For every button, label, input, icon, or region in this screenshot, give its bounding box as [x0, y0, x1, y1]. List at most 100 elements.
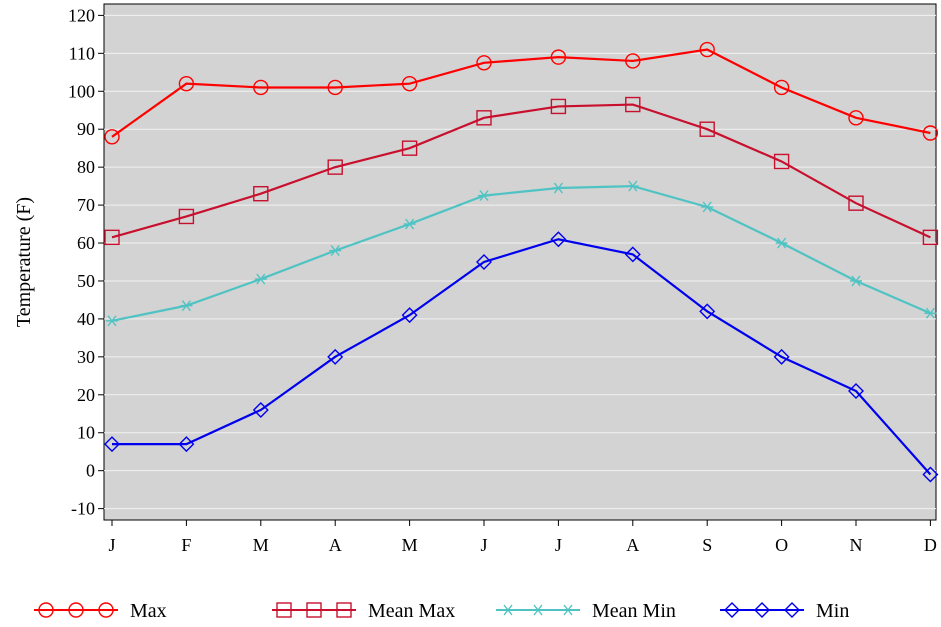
data-point	[401, 75, 418, 92]
data-point	[253, 79, 269, 96]
data-point	[478, 190, 490, 202]
y-tick-label: 10	[77, 423, 95, 443]
x-tick-label: J	[108, 535, 115, 555]
y-tick-label: 80	[77, 157, 95, 177]
data-point	[922, 229, 939, 246]
y-tick-label: 30	[77, 347, 95, 367]
legend-marker	[276, 602, 292, 618]
data-point	[922, 125, 939, 141]
legend-item: Min	[720, 600, 849, 622]
data-point	[773, 153, 790, 170]
x-tick-label: F	[181, 535, 191, 555]
data-point	[848, 110, 864, 126]
data-point	[327, 79, 343, 96]
data-point	[104, 229, 120, 246]
data-point	[178, 75, 195, 92]
y-tick-label: 100	[68, 81, 95, 101]
legend-marker	[502, 604, 514, 616]
data-point	[550, 49, 567, 65]
data-point	[550, 98, 567, 115]
data-point	[625, 53, 641, 69]
data-point	[699, 121, 715, 137]
data-point	[178, 436, 195, 453]
series-line	[112, 238, 932, 476]
data-point	[701, 201, 714, 213]
series-line	[111, 103, 931, 239]
legend-marker	[562, 604, 574, 616]
y-tick-label: 20	[77, 385, 95, 405]
data-point	[773, 79, 790, 96]
data-point	[552, 182, 565, 194]
data-point	[624, 246, 641, 263]
data-point	[254, 273, 267, 285]
data-point	[327, 348, 344, 365]
series-mean-min	[106, 180, 937, 327]
y-tick-label: 90	[77, 119, 95, 139]
y-axis-title: Temperature (F)	[13, 197, 35, 327]
series-min	[104, 231, 939, 483]
data-point	[775, 237, 788, 249]
data-point	[327, 159, 343, 175]
legend-label: Min	[816, 600, 849, 622]
y-tick-label: 120	[68, 5, 95, 25]
legend-marker	[784, 602, 800, 618]
y-tick-label: 60	[77, 233, 95, 253]
data-point	[252, 401, 269, 418]
y-tick-label: 110	[69, 43, 95, 63]
series-mean-max	[104, 96, 939, 246]
data-point	[850, 275, 862, 287]
data-point	[104, 436, 120, 453]
legend: Max Mean Max Mean Min Min	[34, 600, 849, 622]
data-point	[699, 41, 715, 58]
x-tick-label: S	[702, 535, 712, 555]
data-point	[329, 245, 342, 257]
data-point	[180, 300, 193, 312]
x-tick-label: A	[626, 535, 639, 555]
legend-item: Max	[34, 600, 167, 622]
y-tick-label: 70	[77, 195, 95, 215]
data-point	[699, 303, 716, 320]
y-tick-label: 0	[86, 461, 95, 481]
series-max	[104, 41, 939, 145]
data-point	[550, 231, 567, 248]
y-tick-label: 40	[77, 309, 95, 329]
series-line	[111, 48, 931, 138]
x-tick-label: M	[402, 535, 418, 555]
data-point	[848, 383, 864, 399]
data-point	[476, 55, 492, 71]
x-tick-label: J	[480, 535, 487, 555]
x-tick-label: J	[555, 535, 562, 555]
data-point	[626, 180, 639, 192]
gridlines	[104, 14, 936, 510]
legend-item: Mean Min	[496, 600, 676, 622]
y-tick-label: -10	[71, 499, 95, 519]
legend-marker	[98, 602, 114, 618]
legend-marker	[336, 602, 352, 618]
data-point	[401, 307, 418, 324]
x-tick-label: O	[775, 535, 788, 555]
legend-label: Mean Max	[368, 600, 455, 622]
legend-item: Mean Max	[272, 600, 455, 622]
legend-marker	[38, 602, 54, 618]
x-tick-label: A	[329, 535, 342, 555]
series-group	[104, 41, 939, 483]
x-tick-label: N	[850, 535, 863, 555]
legend-label: Mean Min	[592, 600, 676, 622]
data-point	[253, 186, 269, 202]
data-point	[773, 348, 790, 365]
series-line	[111, 185, 931, 322]
data-point	[178, 208, 195, 225]
data-point	[924, 307, 937, 319]
legend-marker	[532, 604, 544, 616]
data-point	[476, 110, 492, 126]
legend-marker	[754, 602, 770, 618]
data-point	[848, 195, 864, 211]
plot-area	[103, 3, 937, 521]
data-point	[476, 254, 492, 270]
x-tick-label: M	[253, 535, 269, 555]
y-axis: -10 0 10 20 30 40 50 60 70 80 90 100 110 120	[68, 5, 104, 519]
legend-marker	[306, 602, 322, 618]
y-tick-label: 50	[77, 271, 95, 291]
